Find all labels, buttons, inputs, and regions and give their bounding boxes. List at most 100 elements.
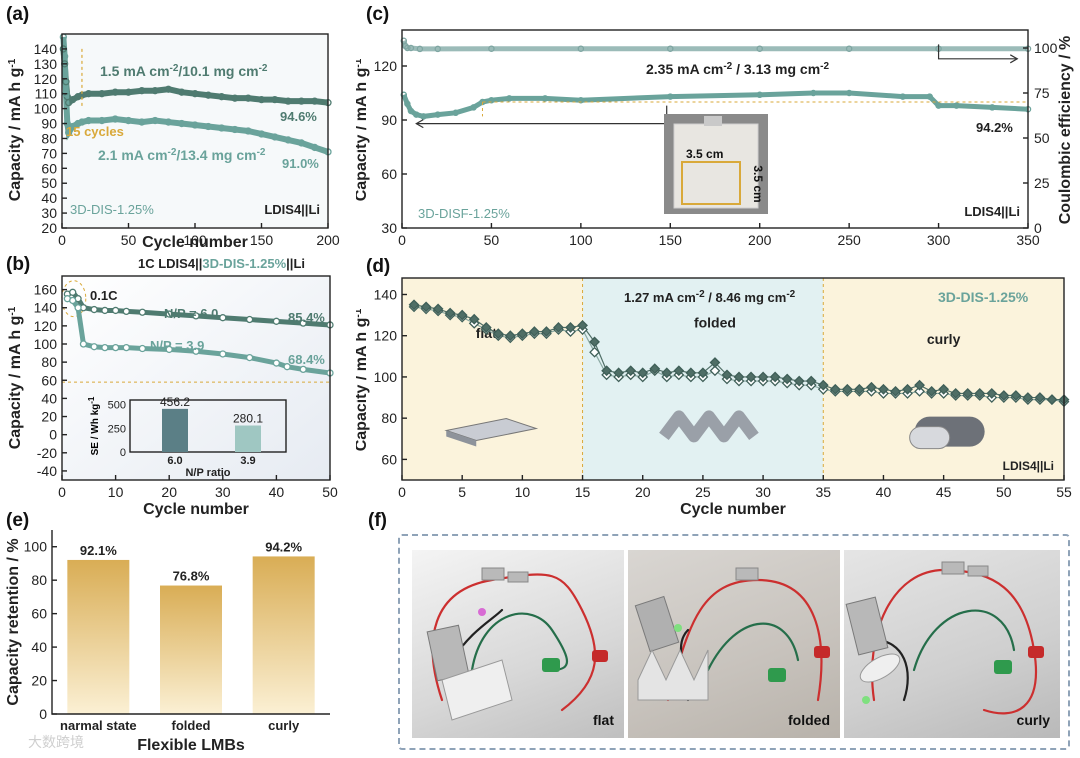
chart-b-series-line — [66, 289, 331, 328]
chart-b-point — [101, 343, 109, 352]
chart-d-point — [986, 388, 998, 399]
chart-b-ytick-label: 140 — [34, 300, 58, 316]
chart-d-point — [516, 328, 528, 340]
chart-b-point — [90, 343, 98, 351]
chart-c-point — [416, 45, 424, 53]
chart-c-pouch — [673, 123, 759, 209]
chart-a-point — [217, 93, 226, 101]
chart-d-point — [914, 379, 925, 391]
photo-label-flat: flat — [593, 712, 614, 728]
chart-c-point — [407, 44, 415, 52]
chart-b-xtick-label: 30 — [215, 484, 231, 500]
chart-b-point — [245, 353, 254, 362]
chart-d-xtick-label: 0 — [398, 484, 406, 500]
chart-d-point — [637, 367, 649, 379]
chart-b-inset-ytick-label: 500 — [108, 400, 126, 412]
photo-curly: curly — [842, 548, 1062, 740]
chart-c-height-label: 3.5 cm — [751, 165, 765, 202]
chart-b-point — [122, 343, 130, 352]
chart-a-ytick-label: 90 — [41, 116, 57, 132]
chart-d-point — [769, 371, 781, 383]
chart-a-plot-tint — [63, 35, 327, 227]
chart-b-point — [299, 319, 307, 327]
chart-d-point — [890, 385, 901, 397]
chart-b-xtick-label: 50 — [322, 484, 338, 500]
chart-c-xtick-label: 300 — [927, 232, 951, 248]
chart-d-xtick-label: 50 — [996, 484, 1012, 500]
chart-b-ytick-label: 120 — [34, 318, 58, 334]
chart-c-condition: 2.35 mA cm-2 / 3.13 mg cm-2 — [646, 61, 829, 78]
chart-c-point — [667, 93, 674, 100]
panel-label-f: (f) — [368, 510, 387, 531]
chart-a-xtick-label: 150 — [250, 232, 274, 248]
chart-d-point — [577, 319, 588, 331]
chart-d-point — [1010, 390, 1022, 401]
chart-c-xtick-label: 0 — [398, 232, 406, 248]
chart-c-point — [577, 45, 585, 52]
chart-b-point — [192, 312, 200, 320]
chart-a-point — [111, 88, 119, 96]
chart-d-point — [480, 322, 492, 333]
chart-b-np-low: N/P = 3.9 — [150, 338, 204, 353]
watermark: 大数跨境 — [28, 735, 84, 751]
chart-e-value-label: 76.8% — [173, 569, 210, 584]
chart-b-point — [122, 307, 130, 316]
chart-b-point — [272, 317, 281, 325]
chart-a-point — [111, 115, 119, 123]
chart-c-arrowhead-left — [415, 119, 424, 129]
chart-b-point — [138, 308, 147, 316]
chart-d-region-curly — [823, 278, 1064, 480]
chart-a-xtick-label: 0 — [58, 232, 66, 248]
chart-e-category-label: curly — [268, 718, 300, 733]
chart-c-point — [402, 42, 409, 50]
chart-b-point — [138, 344, 147, 353]
chart-b-ytick-label: 40 — [41, 390, 57, 406]
chart-c-point — [810, 89, 817, 97]
chart-d-xtick-label: 5 — [458, 484, 466, 500]
chart-a-point — [151, 116, 159, 125]
photo-label-folded: folded — [788, 712, 830, 728]
chart-b-inset-value-label: 456.2 — [160, 395, 190, 409]
chart-d-point — [805, 375, 817, 387]
chart-a-point — [65, 128, 73, 137]
chart-b-ytick-label: 0 — [49, 427, 57, 443]
chart-a-point — [164, 85, 173, 93]
chart-d-xtick-label: 15 — [575, 484, 591, 500]
chart-d: flatfoldedcurly0510152025303540455055608… — [356, 277, 1072, 518]
chart-a-point — [284, 97, 292, 105]
chart-d-point — [757, 371, 769, 383]
chart-c-point — [845, 89, 853, 97]
chart-d-condition: 1.27 mA cm-2 / 8.46 mg cm-2 — [624, 289, 796, 306]
chart-d-point — [793, 375, 805, 387]
chart-d-xtick-label: 30 — [755, 484, 771, 500]
chart-d-point — [950, 388, 962, 399]
chart-d-point — [697, 367, 709, 379]
chart-c-point — [899, 93, 907, 100]
chart-a-point — [191, 90, 199, 98]
chart-d-point — [721, 369, 733, 381]
chart-b-rate-note: 0.1C — [90, 288, 118, 303]
chart-e: 92.1% narmal state 76.8% folded 94.2% curly 0 2… — [5, 530, 330, 754]
chart-a-point — [68, 122, 77, 131]
chart-c-width-label: 3.5 cm — [686, 147, 723, 161]
chart-b-point — [219, 350, 227, 358]
chart-a-point — [231, 125, 239, 134]
chart-d-xtick-label: 40 — [876, 484, 892, 500]
chart-c-ylabel: Coulombic efficiency / % — [1057, 36, 1074, 224]
chart-d-point — [926, 385, 938, 397]
chart-c-ytick-label: 60 — [381, 166, 397, 182]
chart-a-point — [74, 119, 82, 128]
chart-d-ytick-label: 60 — [381, 451, 397, 467]
chart-e-ytick-label: 0 — [39, 706, 47, 722]
chart-c-point — [452, 109, 459, 117]
chart-b-ytick-label: 100 — [34, 336, 58, 352]
panel-label-a: (a) — [6, 4, 30, 25]
chart-c-xtick-label: 100 — [569, 232, 593, 248]
chart-c-ytick-label: 120 — [374, 58, 398, 74]
chart-b-point — [299, 365, 307, 374]
chart-b-inset-frame — [129, 399, 287, 453]
chart-d-point — [781, 373, 793, 385]
chart-a-ytick-label: 100 — [34, 101, 58, 117]
chart-d-point — [709, 365, 721, 377]
chart-a-xlabel: Cycle number — [142, 234, 248, 251]
